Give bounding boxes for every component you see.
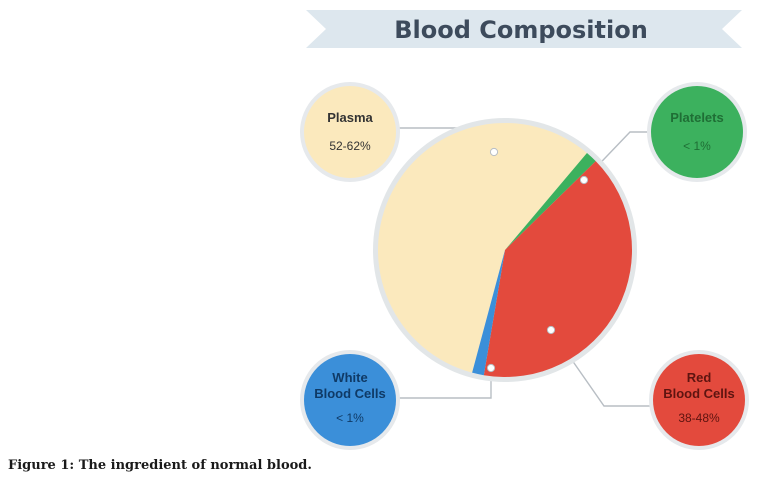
leader-dot-plasma <box>489 147 499 157</box>
title-banner: Blood Composition <box>306 10 742 48</box>
pie-slice-plasma <box>377 122 587 373</box>
pie-chart <box>373 118 637 382</box>
leader-dots <box>486 147 589 373</box>
leader-dot-red-blood-cells <box>546 325 556 335</box>
figure-caption: Figure 1: The ingredient of normal blood… <box>8 458 312 473</box>
bubble-white-blood-cells: White Blood Cells < 1% <box>300 350 400 450</box>
bubble-plasma: Plasma 52-62% <box>300 82 400 182</box>
slice-value-red-blood-cells: 38-48% <box>678 411 720 425</box>
chart-title: Blood Composition <box>394 16 648 44</box>
slice-name-red-blood-cells: Red Blood Cells <box>663 370 735 401</box>
bubble-red-blood-cells: Red Blood Cells 38-48% <box>649 350 749 450</box>
label-bubbles: Plasma 52-62% Platelets < 1% Red Blood Cells 3… <box>300 82 749 450</box>
slice-value-plasma: 52-62% <box>329 139 371 153</box>
bubble-fill-platelets <box>651 86 743 178</box>
slice-name-white-blood-cells: White Blood Cells <box>314 370 386 401</box>
bubble-fill-red-blood-cells <box>653 354 745 446</box>
slice-name-platelets: Platelets <box>670 110 723 125</box>
leader-dot-white-blood-cells <box>486 363 496 373</box>
slice-value-white-blood-cells: < 1% <box>336 411 364 425</box>
pie-slice-white-blood-cells <box>472 250 505 376</box>
slice-value-platelets: < 1% <box>683 139 711 153</box>
pie-slice-red-blood-cells <box>483 161 633 377</box>
pie-slice-platelets <box>505 153 596 250</box>
bubble-fill-white-blood-cells <box>304 354 396 446</box>
leader-dot-platelets <box>579 175 589 185</box>
bubble-fill-plasma <box>304 86 396 178</box>
bubble-platelets: Platelets < 1% <box>647 82 747 182</box>
slice-name-plasma: Plasma <box>327 110 373 125</box>
